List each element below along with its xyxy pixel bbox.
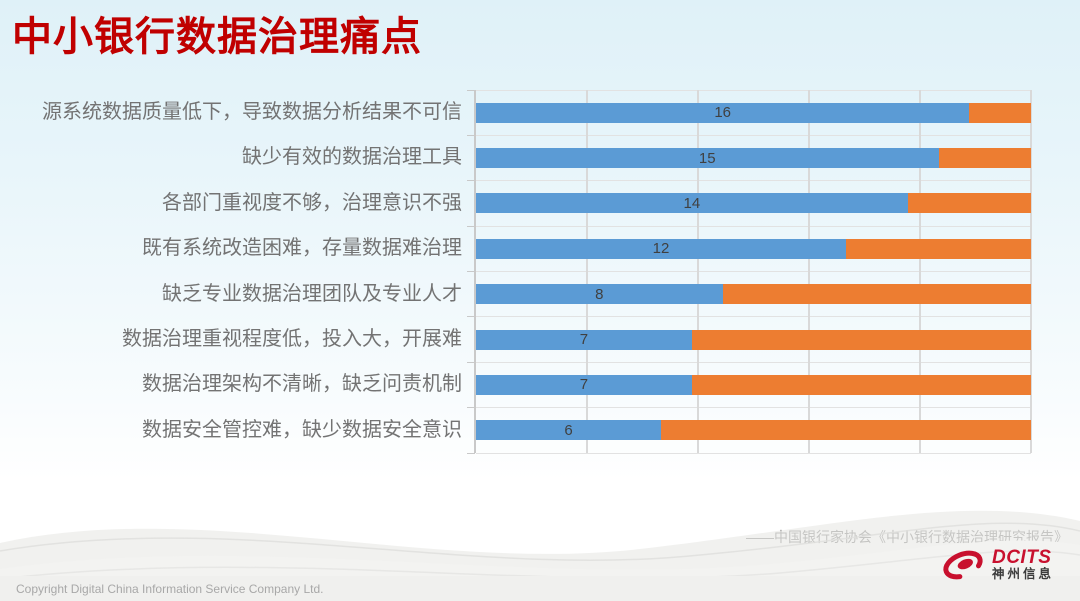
horizontal-gridline (476, 89, 1031, 91)
chart-row: 6 (476, 408, 1031, 453)
chart-row: 14 (476, 181, 1031, 226)
bar-value-label: 16 (714, 104, 731, 122)
vertical-gridline (919, 90, 921, 453)
horizontal-gridline (476, 361, 1031, 363)
logo-subtext: 神州信息 (991, 567, 1054, 582)
bar-segment-primary: 6 (476, 420, 661, 441)
bar-segment-secondary (969, 102, 1031, 123)
bar-segment-primary: 15 (476, 148, 939, 169)
category-label: 缺少有效的数据治理工具 (242, 146, 462, 169)
category-label: 各部门重视度不够，治理意识不强 (162, 191, 462, 214)
axis-tick-mark (467, 361, 475, 363)
bar-segment-secondary (661, 420, 1031, 441)
category-label: 缺乏专业数据治理团队及专业人才 (162, 282, 462, 305)
bar-value-label: 12 (652, 240, 670, 258)
dcits-swoosh-icon (943, 550, 983, 580)
horizontal-gridline (476, 316, 1031, 318)
category-label: 数据治理重视程度低，投入大，开展难 (122, 327, 462, 350)
horizontal-gridline (476, 271, 1031, 272)
chart-row: 7 (476, 317, 1031, 362)
chart-plot-area: 16 15 14 12 8 7 7 6 (467, 89, 1032, 454)
copyright-text: Copyright Digital China Information Serv… (16, 582, 324, 596)
vertical-gridline (586, 90, 588, 453)
vertical-gridline (808, 90, 810, 453)
bar-value-label: 15 (698, 149, 716, 167)
bar-segment-primary: 12 (476, 238, 846, 259)
category-label: 数据安全管控难，缺少数据安全意识 (142, 418, 462, 441)
category-labels-column: 源系统数据质量低下，导致数据分析结果不可信缺少有效的数据治理工具各部门重视度不够… (0, 90, 462, 453)
bar-value-label: 7 (579, 331, 589, 349)
chart-row: 8 (476, 272, 1031, 317)
axis-tick-mark (467, 134, 475, 136)
chart-row: 12 (476, 226, 1031, 271)
bar-value-label: 7 (579, 376, 589, 394)
category-label: 源系统数据质量低下，导致数据分析结果不可信 (42, 101, 462, 123)
bar-segment-primary: 16 (476, 102, 970, 123)
page-title: 中小银行数据治理痛点 (12, 15, 422, 59)
vertical-gridline (1030, 90, 1032, 453)
bar-segment-secondary (846, 238, 1031, 259)
bar-segment-secondary (938, 148, 1031, 169)
category-label: 数据治理架构不清晰，缺乏问责机制 (142, 373, 462, 396)
bar-segment-primary: 7 (476, 374, 692, 395)
bar-segment-primary: 14 (476, 193, 908, 214)
axis-tick-mark (467, 452, 475, 454)
logo-text-block: DCITS 神州信息 (992, 548, 1054, 581)
category-label: 既有系统改造困难，存量数据难治理 (142, 237, 462, 260)
axis-tick-mark (467, 407, 475, 409)
vertical-gridline (697, 90, 699, 453)
axis-tick-mark (467, 89, 475, 91)
bar-value-label: 8 (595, 285, 604, 303)
bar-value-label: 14 (683, 194, 701, 212)
horizontal-gridline (476, 180, 1031, 182)
horizontal-gridline (476, 225, 1031, 227)
axis-tick-mark (467, 316, 475, 318)
bar-value-label: 6 (564, 421, 573, 439)
chart-row: 16 (476, 90, 1031, 135)
bar-segment-secondary (691, 329, 1031, 350)
bar-segment-primary: 7 (476, 329, 692, 350)
horizontal-gridline (476, 134, 1031, 136)
bar-segment-primary: 8 (476, 284, 723, 305)
axis-tick-mark (467, 180, 475, 182)
horizontal-gridline (476, 407, 1031, 409)
wave-decoration (0, 510, 1080, 601)
axis-tick-mark (467, 271, 475, 272)
dcits-logo: DCITS 神州信息 (941, 548, 1054, 582)
bar-segment-secondary (722, 284, 1031, 305)
logo-brand-text: DCITS (991, 547, 1052, 569)
axis-tick-mark (467, 225, 475, 227)
chart-row: 7 (476, 362, 1031, 407)
bar-segment-secondary (691, 374, 1031, 395)
chart-row: 15 (476, 135, 1031, 180)
bar-segment-secondary (907, 193, 1031, 214)
horizontal-gridline (476, 452, 1031, 454)
